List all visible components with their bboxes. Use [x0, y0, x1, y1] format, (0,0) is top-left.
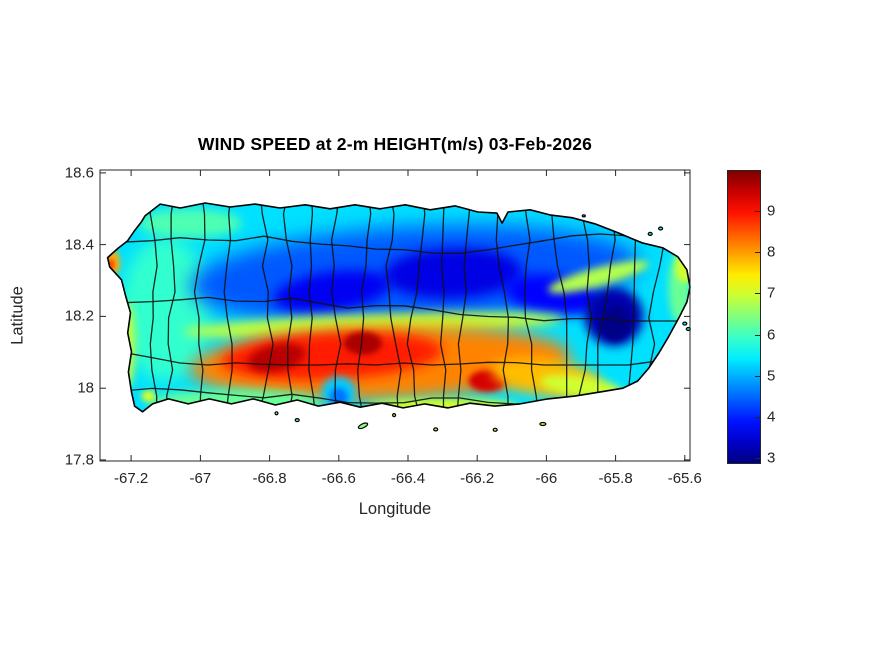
- x-tick-label: -66.8: [252, 470, 287, 487]
- islet: [539, 421, 547, 427]
- wind-feature-navy-core-east: [601, 305, 631, 342]
- islet: [274, 411, 279, 416]
- x-tick-label: -66.6: [321, 470, 356, 487]
- y-axis-label: Latitude: [8, 286, 27, 345]
- colorbar-tick-mark: [755, 211, 760, 213]
- colorbar-tick-mark: [755, 457, 760, 459]
- colorbar-tick-label: 7: [767, 284, 776, 302]
- islet: [581, 214, 586, 218]
- wind-field: [107, 203, 691, 412]
- offshore-islets: [274, 214, 691, 432]
- islet: [357, 422, 369, 430]
- x-tick-label: -67.2: [114, 470, 149, 487]
- wind-feature-dark-red-core-center: [344, 331, 382, 355]
- y-tick-label: 17.8: [64, 451, 94, 469]
- y-tick-label: 18: [77, 379, 94, 397]
- colorbar-tick-label: 9: [767, 202, 776, 220]
- x-tick-label: -66: [535, 470, 558, 487]
- islet: [294, 418, 300, 423]
- x-tick-label: -65.8: [598, 470, 633, 487]
- x-tick-label: -66.4: [390, 470, 426, 487]
- axis-box: [99, 169, 691, 462]
- y-tick-label: 18.2: [64, 307, 94, 325]
- colorbar-tick-label: 5: [767, 367, 776, 385]
- islet: [682, 321, 688, 326]
- x-tick-label: -65.6: [667, 470, 702, 487]
- colorbar-tick-mark: [755, 252, 760, 254]
- wind-feature-west-green: [120, 237, 211, 381]
- x-tick-label: -66.2: [460, 470, 495, 487]
- y-tick-label: 18.6: [64, 164, 94, 182]
- colorbar-tick-mark: [755, 416, 760, 418]
- islet: [647, 231, 653, 236]
- colorbar: [727, 170, 761, 464]
- x-tick-label: -67: [189, 470, 212, 487]
- colorbar-tick-label: 6: [767, 326, 776, 343]
- colorbar-tick-mark: [755, 334, 760, 336]
- x-axis-label: Longitude: [358, 500, 432, 518]
- wind-feature-nw-coast-green: [138, 208, 242, 238]
- colorbar-tick-label: 3: [767, 449, 776, 467]
- wind-feature-blue-core-center: [383, 248, 523, 299]
- colorbar-tick-mark: [755, 375, 760, 377]
- wind-feature-southwest-yellow-dot: [141, 390, 156, 402]
- wind-feature-northeast-yellow-band: [548, 260, 649, 294]
- coastline: [106, 202, 691, 413]
- islet: [392, 413, 397, 418]
- colorbar-tick-label: 4: [767, 408, 776, 426]
- wind-feature-west-coast-yellow-strip: [120, 302, 136, 389]
- islet: [433, 427, 439, 432]
- y-tick-label: 18.4: [64, 236, 94, 254]
- municipal-boundaries: [107, 203, 685, 412]
- islet: [657, 226, 664, 231]
- colorbar-tick-mark: [755, 293, 760, 295]
- islet: [492, 427, 498, 432]
- chart-title: WIND SPEED at 2-m HEIGHT(m/s) 03-Feb-202…: [197, 134, 593, 154]
- colorbar-tick-label: 8: [767, 243, 776, 261]
